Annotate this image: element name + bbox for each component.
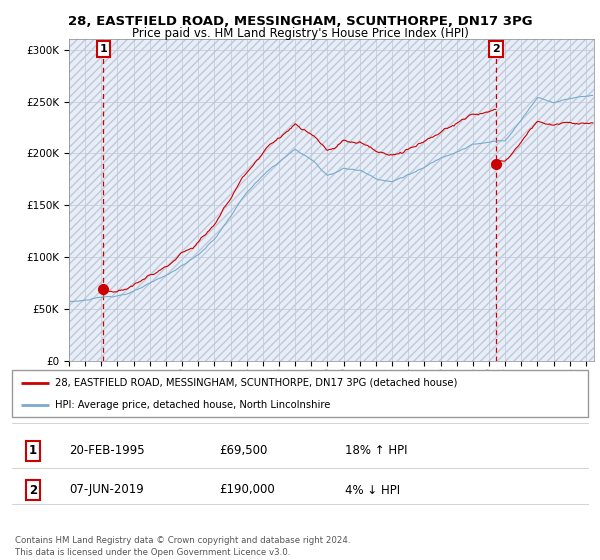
Text: 28, EASTFIELD ROAD, MESSINGHAM, SCUNTHORPE, DN17 3PG: 28, EASTFIELD ROAD, MESSINGHAM, SCUNTHOR… [68,15,532,27]
Text: 4% ↓ HPI: 4% ↓ HPI [345,483,400,497]
Text: Price paid vs. HM Land Registry's House Price Index (HPI): Price paid vs. HM Land Registry's House … [131,27,469,40]
Text: £190,000: £190,000 [219,483,275,497]
FancyBboxPatch shape [12,370,588,417]
Text: Contains HM Land Registry data © Crown copyright and database right 2024.
This d: Contains HM Land Registry data © Crown c… [15,536,350,557]
Text: £69,500: £69,500 [219,444,268,458]
Text: 28, EASTFIELD ROAD, MESSINGHAM, SCUNTHORPE, DN17 3PG (detached house): 28, EASTFIELD ROAD, MESSINGHAM, SCUNTHOR… [55,378,458,388]
Text: 07-JUN-2019: 07-JUN-2019 [69,483,144,497]
Text: 20-FEB-1995: 20-FEB-1995 [69,444,145,458]
Text: 1: 1 [100,44,107,54]
Text: 2: 2 [492,44,500,54]
Text: HPI: Average price, detached house, North Lincolnshire: HPI: Average price, detached house, Nort… [55,400,331,410]
Text: 18% ↑ HPI: 18% ↑ HPI [345,444,407,458]
Text: 1: 1 [29,444,37,458]
Text: 2: 2 [29,483,37,497]
